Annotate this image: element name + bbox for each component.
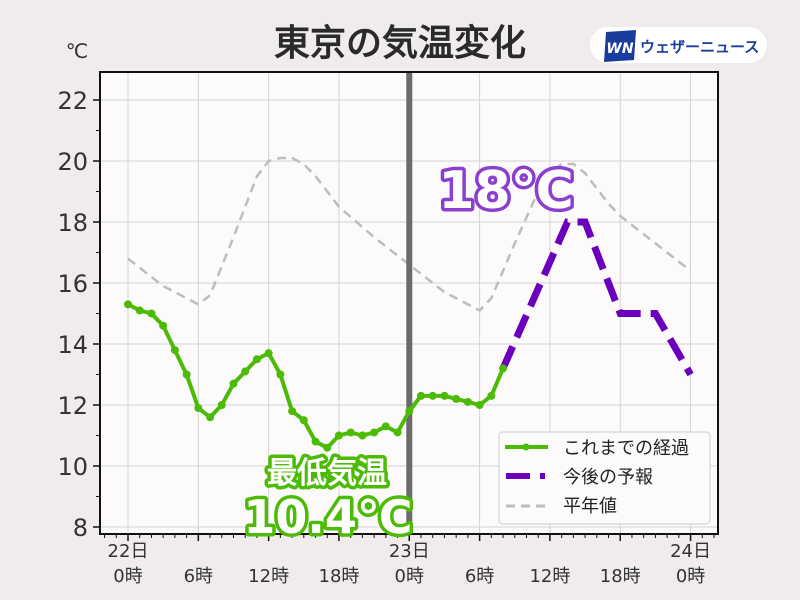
observed-point [264, 349, 273, 358]
observed-point [135, 306, 144, 315]
observed-point [475, 401, 484, 409]
x-tick-day: 23日 [389, 541, 430, 562]
observed-point [170, 346, 179, 355]
legend-label-forecast: 今後の予報 [563, 467, 653, 488]
min-temp-heading: 最低気温 [267, 456, 387, 491]
observed-point [370, 428, 379, 437]
observed-point [229, 379, 238, 388]
observed-point [499, 364, 508, 373]
observed-point [346, 428, 355, 437]
y-tick-label: 10 [57, 453, 88, 481]
observed-point [487, 391, 496, 400]
observed-point [288, 407, 297, 416]
observed-point [299, 416, 308, 425]
observed-point [440, 391, 449, 400]
observed-point [206, 413, 215, 422]
x-tick-time: 18時 [319, 566, 360, 587]
y-tick-label: 22 [57, 87, 88, 115]
forecast-high-label: 18℃ [438, 161, 573, 221]
x-tick-time: 0時 [113, 566, 142, 587]
logo-text: ウェザーニュース [640, 38, 759, 56]
y-tick-label: 8 [73, 514, 88, 542]
observed-point [393, 428, 402, 437]
legend: これまでの経過 今後の予報 平年値 [498, 431, 711, 525]
observed-point [381, 422, 390, 431]
observed-point [428, 391, 437, 400]
observed-point [417, 391, 425, 400]
min-temp-value: 10.4℃ [243, 490, 412, 544]
x-tick-day: 24日 [670, 541, 711, 562]
observed-point [241, 367, 250, 376]
y-tick-label: 20 [57, 148, 88, 176]
x-tick-time: 12時 [529, 566, 570, 587]
observed-point [452, 394, 461, 403]
y-axis-unit: ℃ [66, 39, 88, 63]
y-tick-label: 18 [57, 209, 88, 237]
observed-point [323, 443, 332, 452]
observed-point [182, 370, 191, 379]
x-tick-time: 0時 [676, 566, 705, 587]
observed-point [217, 401, 226, 409]
weathernews-logo: WN ウェザーニュース [590, 27, 767, 63]
y-tick-label: 12 [57, 392, 88, 420]
x-tick-day: 22日 [108, 541, 149, 562]
logo-mark: WN [606, 41, 633, 57]
x-tick-time: 18時 [600, 566, 641, 587]
observed-point [159, 321, 168, 330]
x-tick-time: 6時 [465, 566, 494, 587]
normal-line [127, 156, 692, 312]
chart-title: 東京の気温変化 [274, 22, 526, 64]
observed-point [334, 431, 343, 440]
observed-point [276, 370, 285, 379]
observed-point [252, 355, 261, 364]
y-tick-label: 14 [57, 331, 88, 359]
y-axis: 8 10 12 14 16 18 20 22 [57, 87, 100, 542]
legend-label-normal: 平年値 [563, 496, 617, 517]
y-tick-label: 16 [57, 270, 88, 298]
observed-point [405, 407, 414, 416]
observed-point [147, 309, 156, 318]
observed-point [311, 437, 320, 446]
forecast-line [499, 218, 694, 377]
observed-point [463, 397, 472, 406]
x-tick-time: 12時 [248, 566, 289, 587]
observed-point [358, 431, 367, 440]
x-tick-time: 0時 [395, 566, 424, 587]
series-layer [124, 72, 694, 534]
legend-label-observed: これまでの経過 [563, 438, 689, 459]
plot-frame [99, 71, 719, 535]
legend-marker-observed [522, 443, 530, 451]
x-tick-time: 6時 [184, 566, 213, 587]
x-axis: 22日 0時 6時 12時 18時 23日 0時 6時 12時 18時 24日 0時 [104, 534, 715, 587]
observed-point [194, 404, 203, 413]
observed-point [124, 300, 132, 309]
